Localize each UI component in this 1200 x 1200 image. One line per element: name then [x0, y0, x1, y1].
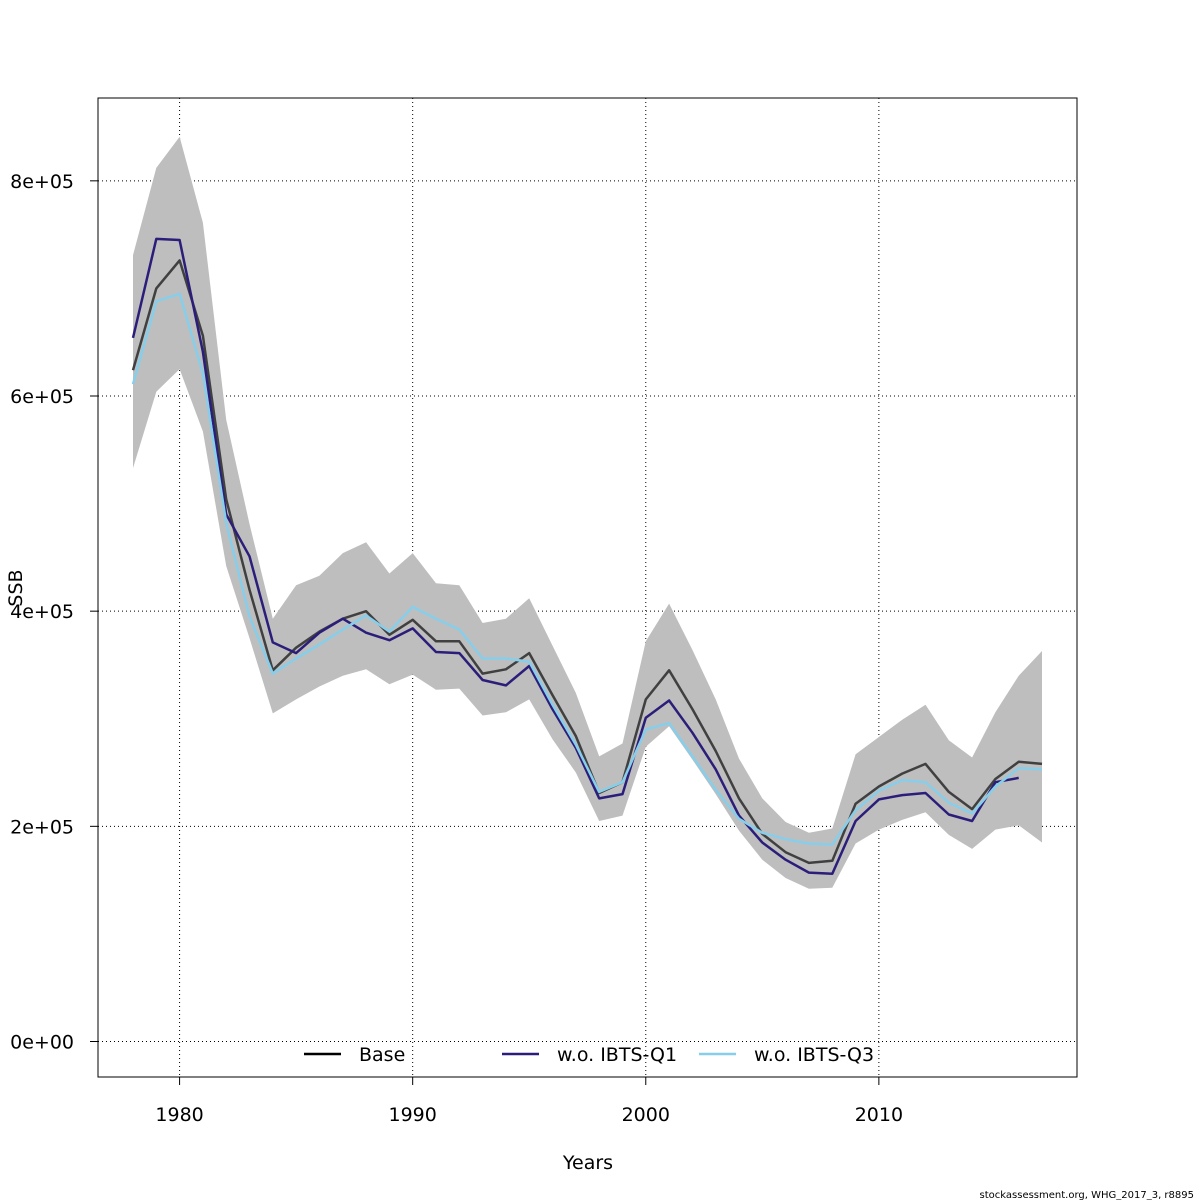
y-axis-title: SSB — [5, 569, 27, 606]
y-tick-label: 8e+05 — [10, 171, 74, 193]
y-tick-label: 6e+05 — [10, 386, 74, 408]
x-tick-label: 1990 — [388, 1104, 436, 1126]
y-tick-label: 2e+05 — [10, 816, 74, 838]
x-axis: 1980 1990 2000 2010 — [155, 1077, 903, 1126]
credit-text: stockassessment.org, WHG_2017_3, r8895 — [980, 1190, 1194, 1200]
y-tick-label: 4e+05 — [10, 601, 74, 623]
legend: Base w.o. IBTS-Q1 w.o. IBTS-Q3 — [304, 1044, 874, 1066]
x-tick-label: 2010 — [855, 1104, 903, 1126]
legend-label-3: w.o. IBTS-Q3 — [754, 1044, 874, 1066]
x-tick-label: 2000 — [622, 1104, 670, 1126]
x-axis-title: Years — [562, 1152, 613, 1174]
series-line-3 — [131, 292, 1043, 846]
x-tick-label: 1980 — [155, 1104, 203, 1126]
series-lines — [131, 237, 1043, 875]
y-axis: 0e+00 2e+05 4e+05 6e+05 8e+05 — [10, 171, 98, 1053]
series-line-2 — [131, 237, 1019, 875]
legend-label-2: w.o. IBTS-Q1 — [557, 1044, 677, 1066]
series-line-1 — [131, 259, 1043, 865]
y-tick-label: 0e+00 — [10, 1031, 74, 1053]
plot-frame — [97, 97, 1078, 1078]
legend-label-1: Base — [359, 1044, 405, 1066]
confidence-band — [133, 136, 1042, 889]
